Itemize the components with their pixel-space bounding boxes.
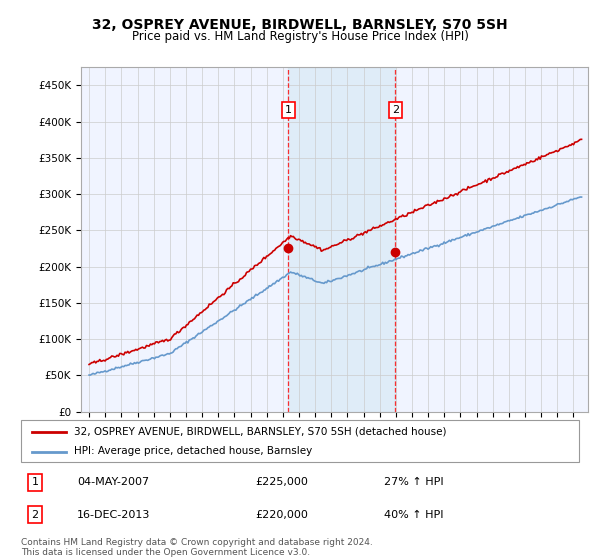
Text: 32, OSPREY AVENUE, BIRDWELL, BARNSLEY, S70 5SH (detached house): 32, OSPREY AVENUE, BIRDWELL, BARNSLEY, S… (74, 427, 446, 437)
Text: Contains HM Land Registry data © Crown copyright and database right 2024.
This d: Contains HM Land Registry data © Crown c… (21, 538, 373, 557)
Text: 2: 2 (31, 510, 38, 520)
Text: 1: 1 (31, 477, 38, 487)
Text: HPI: Average price, detached house, Barnsley: HPI: Average price, detached house, Barn… (74, 446, 312, 456)
Text: 1: 1 (285, 105, 292, 115)
Text: 04-MAY-2007: 04-MAY-2007 (77, 477, 149, 487)
Text: £220,000: £220,000 (256, 510, 308, 520)
FancyBboxPatch shape (21, 420, 579, 462)
Text: Price paid vs. HM Land Registry's House Price Index (HPI): Price paid vs. HM Land Registry's House … (131, 30, 469, 43)
Text: 2: 2 (392, 105, 399, 115)
Text: £225,000: £225,000 (256, 477, 308, 487)
Text: 32, OSPREY AVENUE, BIRDWELL, BARNSLEY, S70 5SH: 32, OSPREY AVENUE, BIRDWELL, BARNSLEY, S… (92, 18, 508, 32)
Text: 27% ↑ HPI: 27% ↑ HPI (384, 477, 443, 487)
Text: 40% ↑ HPI: 40% ↑ HPI (384, 510, 443, 520)
Text: 16-DEC-2013: 16-DEC-2013 (77, 510, 150, 520)
Bar (289, 67, 395, 412)
